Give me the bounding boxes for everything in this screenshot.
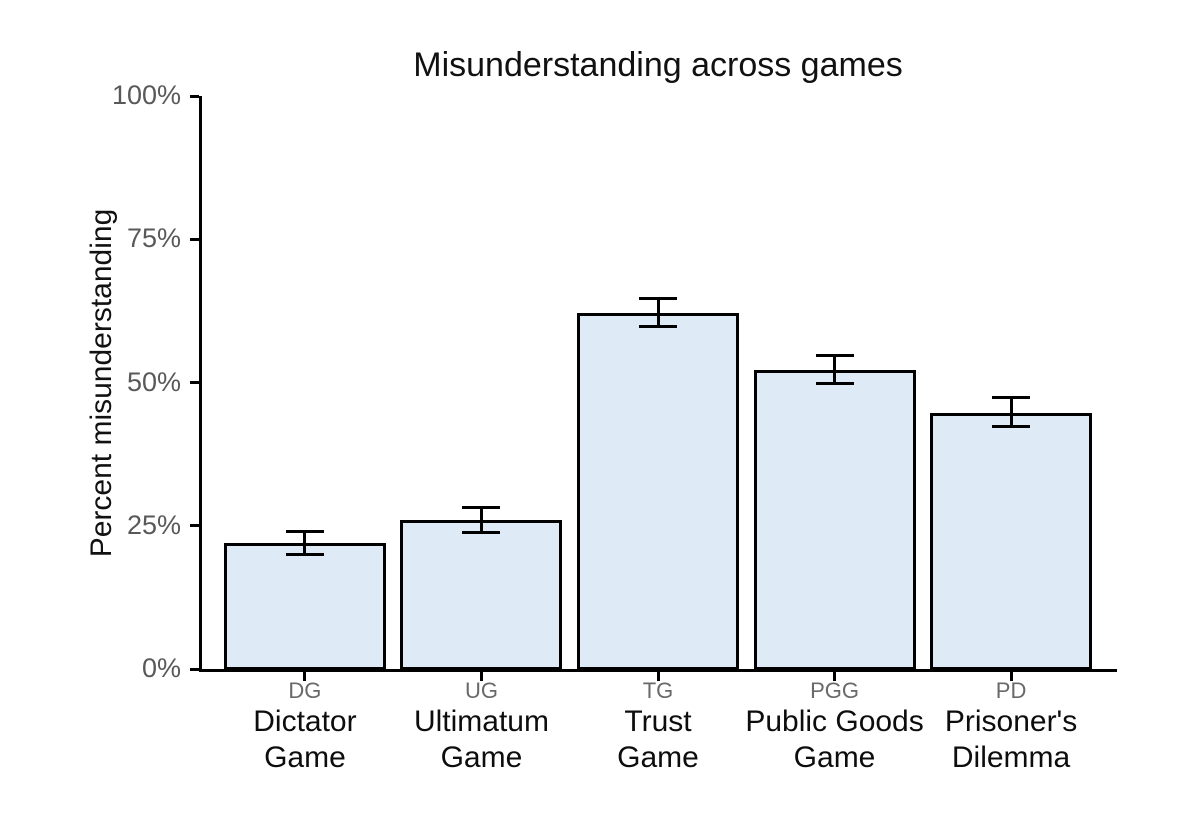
y-tick-label: 0% bbox=[141, 653, 181, 683]
error-bar-cap-bottom bbox=[462, 531, 501, 535]
chart-title: Misunderstanding across games bbox=[413, 46, 903, 84]
x-axis-line bbox=[199, 669, 1117, 672]
error-bar-stem bbox=[1009, 397, 1013, 427]
error-bar-cap-top bbox=[992, 396, 1031, 400]
error-bar-cap-top bbox=[462, 505, 501, 509]
x-tick-abbrev-label: TG bbox=[642, 678, 674, 703]
bar bbox=[577, 312, 739, 671]
error-bar-cap-bottom bbox=[285, 552, 324, 556]
error-bar-stem bbox=[303, 531, 307, 555]
x-tick-mark bbox=[479, 672, 483, 681]
x-tick-mark bbox=[833, 672, 837, 681]
error-bar-cap-bottom bbox=[639, 325, 677, 329]
y-tick-label: 25% bbox=[126, 509, 181, 540]
y-axis-line bbox=[199, 96, 202, 672]
x-category-label: Dictator Game bbox=[253, 705, 357, 774]
error-bar-cap-top bbox=[815, 354, 854, 358]
x-tick-abbrev-label: UG bbox=[464, 678, 498, 703]
bar bbox=[753, 369, 916, 671]
y-tick-label: 50% bbox=[126, 366, 181, 397]
error-bar-stem bbox=[833, 355, 837, 384]
error-bar-stem bbox=[479, 507, 483, 533]
y-tick-mark bbox=[190, 524, 199, 528]
bar bbox=[223, 542, 386, 671]
bar bbox=[400, 520, 563, 671]
x-tick-abbrev-label: PD bbox=[995, 678, 1027, 703]
x-category-label: Prisoner's Dilemma bbox=[944, 705, 1078, 774]
error-bar-cap-bottom bbox=[992, 425, 1031, 429]
bar bbox=[930, 412, 1093, 671]
y-tick-label: 100% bbox=[111, 80, 181, 110]
error-bar-cap-top bbox=[285, 529, 324, 533]
x-tick-abbrev-label: DG bbox=[288, 678, 322, 703]
x-category-label: Public Goods Game bbox=[745, 705, 924, 774]
y-tick-mark bbox=[190, 237, 199, 241]
y-tick-mark bbox=[190, 94, 199, 98]
x-category-label: Trust Game bbox=[617, 705, 699, 774]
x-tick-mark bbox=[656, 672, 660, 681]
error-bar-cap-top bbox=[639, 296, 677, 300]
x-tick-abbrev-label: PGG bbox=[810, 678, 859, 703]
error-bar-cap-bottom bbox=[815, 381, 854, 385]
y-tick-label: 75% bbox=[126, 223, 181, 254]
error-bar-stem bbox=[656, 298, 660, 327]
y-tick-mark bbox=[190, 381, 199, 384]
x-tick-mark bbox=[303, 672, 307, 681]
x-category-label: Ultimatum Game bbox=[413, 705, 549, 774]
y-tick-mark bbox=[190, 667, 199, 671]
x-tick-mark bbox=[1009, 672, 1013, 681]
